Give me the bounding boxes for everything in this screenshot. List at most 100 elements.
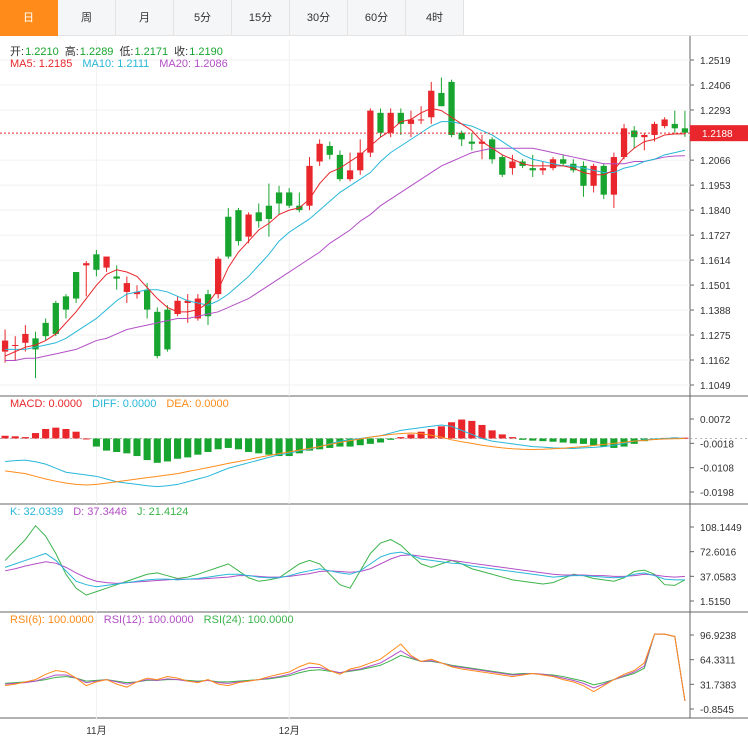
candle-body-42 — [428, 90, 435, 118]
kdj-k-line — [4, 551, 685, 588]
tab-5[interactable]: 30分 — [290, 0, 348, 36]
candle-body-25 — [255, 212, 262, 222]
candle-body-32 — [326, 146, 333, 155]
candle-body-8 — [83, 263, 90, 266]
price-tick-label-10: 1.1388 — [700, 306, 731, 317]
rsi-tick-label-2: 31.7383 — [700, 680, 737, 691]
tab-4[interactable]: 15分 — [232, 0, 290, 36]
candle-body-48 — [488, 139, 496, 160]
price-tick-label-8: 1.1614 — [700, 256, 731, 267]
price-tick-label-1: 1.2406 — [700, 81, 731, 92]
rsi24-line — [5, 633, 686, 701]
macd-bar-48 — [488, 430, 496, 439]
candle-body-26 — [265, 205, 273, 219]
candle-body-24 — [245, 214, 252, 237]
macd-bar-34 — [346, 438, 354, 447]
price-tick-label-4: 1.2066 — [700, 156, 731, 167]
diff-line — [5, 424, 685, 488]
ohlc-value-1: 1.2289 — [79, 46, 114, 58]
price-tick-label-7: 1.1727 — [700, 231, 731, 242]
candle-body-55 — [560, 159, 567, 164]
candle-body-59 — [600, 165, 607, 195]
ohlc-value-0: 1.2210 — [25, 46, 59, 58]
macd-readout: MACD: 0.0000 DIFF: 0.0000 DEA: 0.0000 — [10, 398, 239, 410]
kdj-tick-label-3: 1.5150 — [700, 597, 731, 608]
ma10-line — [5, 121, 686, 350]
candle-body-67 — [681, 128, 689, 133]
candle-body-61 — [620, 128, 628, 158]
rsi-readout-2-label: RSI(24): 100.0000 — [203, 614, 294, 626]
candle-body-14 — [143, 289, 151, 310]
macd-bar-3 — [31, 433, 40, 439]
candle-body-31 — [316, 143, 323, 162]
candle-body-12 — [123, 283, 130, 292]
tab-2[interactable]: 月 — [116, 0, 174, 36]
candle-body-43 — [438, 92, 445, 107]
macd-bar-51 — [519, 438, 527, 440]
tab-7[interactable]: 4时 — [406, 0, 464, 36]
candle-body-0 — [1, 340, 9, 352]
candle-body-22 — [225, 216, 232, 257]
candle-body-47 — [478, 141, 486, 144]
candle-body-38 — [387, 112, 394, 133]
tab-6[interactable]: 60分 — [348, 0, 406, 36]
macd-bar-29 — [295, 438, 303, 454]
ohlc-label-3: 收: — [174, 46, 189, 58]
price-tick-label-11: 1.1275 — [700, 331, 731, 342]
candle-body-3 — [32, 338, 39, 350]
candle-body-30 — [306, 165, 313, 206]
macd-bar-20 — [204, 438, 212, 452]
candle-body-66 — [671, 123, 678, 129]
candle-body-36 — [367, 110, 374, 153]
rsi-tick-label-1: 64.3311 — [700, 656, 736, 667]
macd-bar-45 — [458, 419, 466, 439]
candle-body-10 — [103, 256, 110, 268]
macd-bar-5 — [52, 427, 60, 439]
macd-bar-47 — [478, 424, 486, 439]
macd-bar-40 — [407, 434, 415, 439]
last-price-tag — [690, 125, 748, 142]
macd-bar-59 — [600, 438, 608, 447]
macd-bar-28 — [285, 438, 293, 457]
price-tick-label-12: 1.1162 — [700, 356, 730, 367]
ma-readout-0-label: MA5: 1.2185 — [10, 58, 73, 70]
tab-3[interactable]: 5分 — [174, 0, 232, 36]
candle-body-53 — [539, 168, 547, 171]
ohlc-value-2: 1.2171 — [134, 46, 169, 58]
ma-readout-1-label: MA10: 1.2111 — [82, 58, 150, 70]
price-tick-label-0: 1.2519 — [700, 56, 731, 67]
candle-body-60 — [610, 157, 618, 195]
macd-bar-38 — [387, 438, 395, 440]
rsi6-line — [4, 633, 686, 701]
tab-0[interactable]: 日 — [0, 0, 58, 36]
macd-readout-2-label: DEA: 0.0000 — [166, 398, 229, 410]
macd-bar-41 — [417, 431, 425, 439]
macd-bar-2 — [21, 437, 29, 439]
candle-body-5 — [52, 302, 59, 334]
candle-body-7 — [72, 272, 80, 299]
kdj-readout-0-label: K: 32.0339 — [10, 506, 64, 518]
candle-body-62 — [631, 130, 638, 138]
kdj-readout: K: 32.0339 D: 37.3446 J: 21.4124 — [10, 506, 198, 518]
macd-bar-21 — [214, 438, 222, 450]
macd-bar-56 — [569, 438, 577, 444]
kdj-j-line — [4, 524, 686, 596]
tab-1[interactable]: 周 — [58, 0, 116, 36]
ohlc-value-3: 1.2190 — [189, 46, 223, 58]
macd-tick-label-0: 0.0072 — [700, 415, 731, 426]
candle-body-15 — [154, 311, 161, 357]
candle-body-18 — [184, 300, 191, 303]
dea-line — [5, 432, 685, 486]
macd-bar-23 — [234, 438, 243, 450]
macd-bar-11 — [113, 438, 121, 452]
price-tick-label-5: 1.1953 — [700, 181, 731, 192]
rsi12-line — [5, 633, 686, 701]
ma-readout-2-label: MA20: 1.2086 — [159, 58, 228, 70]
macd-bar-30 — [305, 438, 314, 451]
macd-bar-37 — [376, 438, 385, 443]
price-tick-label-13: 1.1049 — [700, 381, 731, 392]
macd-bar-17 — [174, 438, 182, 459]
candle-body-58 — [590, 165, 597, 186]
rsi-readout: RSI(6): 100.0000 RSI(12): 100.0000 RSI(24)… — [10, 614, 304, 626]
kdj-d-line — [4, 554, 685, 584]
